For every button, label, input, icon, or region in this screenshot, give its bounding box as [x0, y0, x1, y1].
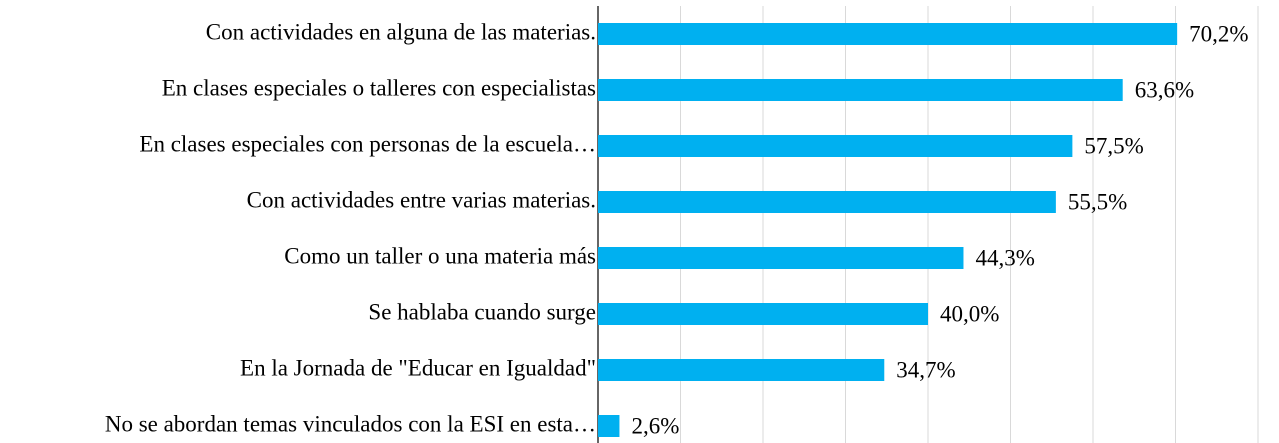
value-label: 55,5%: [1068, 189, 1127, 214]
y-tick-label: Con actividades en alguna de las materia…: [206, 19, 596, 44]
value-label: 34,7%: [896, 357, 955, 382]
value-label: 57,5%: [1084, 133, 1143, 158]
value-label: 40,0%: [940, 301, 999, 326]
bar: [598, 79, 1123, 101]
y-tick-label: En clases especiales con personas de la …: [139, 131, 596, 156]
value-label: 63,6%: [1135, 77, 1194, 102]
value-label: 70,2%: [1189, 21, 1248, 46]
value-label: 2,6%: [631, 413, 679, 438]
y-tick-label: Con actividades entre varias materias.: [247, 187, 596, 212]
bar: [598, 191, 1056, 213]
y-tick-label: Se hablaba cuando surge: [368, 299, 596, 324]
y-tick-label: Como un taller o una materia más: [284, 243, 596, 268]
bar: [598, 135, 1073, 157]
bar: [598, 415, 620, 437]
y-tick-label: En la Jornada de "Educar en Igualdad": [240, 355, 596, 380]
value-label: 44,3%: [975, 245, 1034, 270]
bar: [598, 247, 964, 269]
bar: [598, 23, 1178, 45]
y-tick-label: En clases especiales o talleres con espe…: [162, 75, 596, 100]
y-tick-label: No se abordan temas vinculados con la ES…: [105, 411, 596, 436]
bar: [598, 303, 928, 325]
bar: [598, 359, 885, 381]
